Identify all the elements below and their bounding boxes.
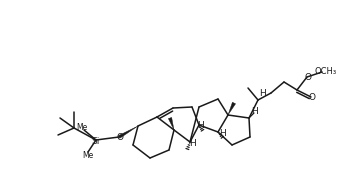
Text: OCH₃: OCH₃ [315,66,337,75]
Polygon shape [168,117,174,130]
Text: H: H [258,89,265,97]
Text: H: H [252,107,258,116]
Text: H: H [188,139,195,147]
Polygon shape [118,126,138,138]
Text: Si: Si [92,136,100,146]
Text: O: O [304,73,312,82]
Text: O: O [117,134,123,142]
Text: H: H [219,130,225,139]
Text: H: H [197,120,204,130]
Text: Me: Me [82,150,94,159]
Polygon shape [228,102,236,115]
Text: Me: Me [76,124,88,132]
Text: O: O [308,93,316,102]
